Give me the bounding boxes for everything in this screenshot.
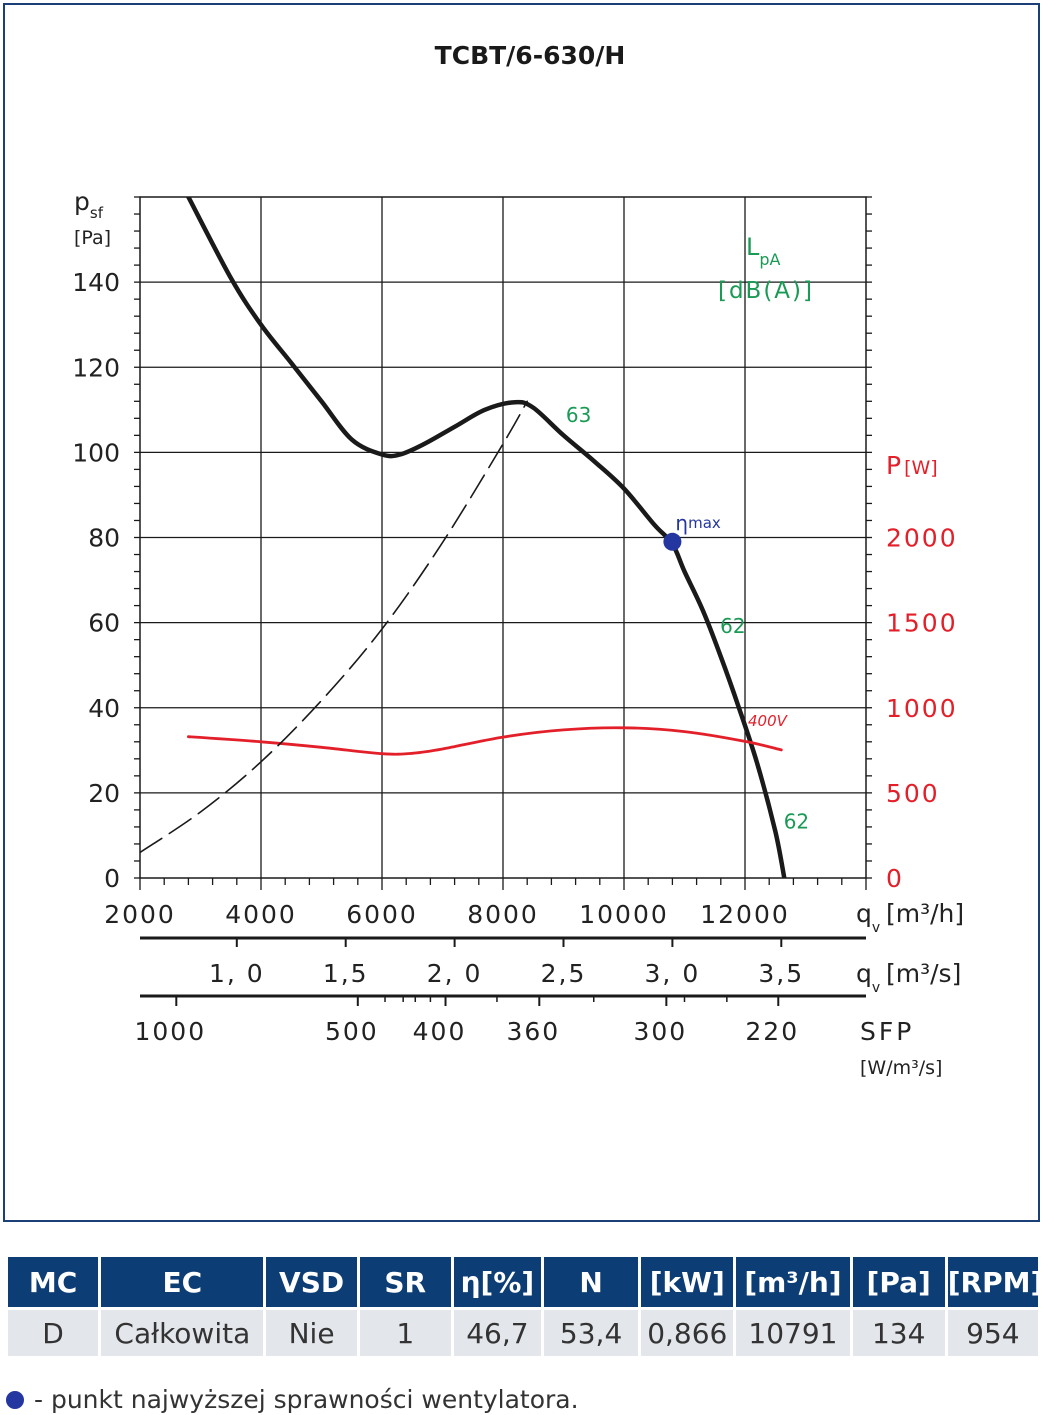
noise-value-label: 63 [566,403,591,427]
x-tick-label: 4000 [225,900,297,929]
noise-value-label: 62 [720,614,745,638]
fan-performance-chart: TCBT/6-630/H 0 20 40 60 80 100 120 140 psf [Pa] 0 5… [72,41,964,1079]
x3-tick-label: 360 [506,1017,560,1046]
cell-ec: Całkowita [101,1307,264,1356]
table-header-row: MC EC VSD SR η[%] N [kW] [m³/h] [Pa] [RP… [8,1257,1043,1307]
cell-power: 0,866 [641,1307,734,1356]
header-mc: MC [8,1257,99,1307]
x3-axis-label: SFP [860,1017,914,1046]
chart-title: TCBT/6-630/H [435,41,626,70]
power-curve [187,726,783,756]
footnote: - punkt najwyższej sprawności wentylator… [6,1385,579,1414]
y-right-axis-label: P [W] [886,451,938,480]
noise-axis-label: LpA [746,233,781,269]
x-tick-label: 8000 [467,900,539,929]
header-rpm: [RPM] [947,1257,1043,1307]
header-power: [kW] [641,1257,734,1307]
y-right-tick-label: 1500 [886,609,958,638]
x3-tick-label: 220 [745,1017,799,1046]
y-axis-label: psf [74,187,104,222]
x-tick-label: 12000 [700,900,790,929]
x-axis-unit: [m³/h] [886,899,964,928]
power-curve-label: 400V [748,712,789,730]
spec-table: MC EC VSD SR η[%] N [kW] [m³/h] [Pa] [RP… [5,1257,1043,1356]
y-right-tick-label: 2000 [886,524,958,553]
x3-tick-label: 300 [633,1017,687,1046]
header-pressure: [Pa] [852,1257,945,1307]
x2-tick-label: 3, 0 [645,959,701,988]
x-tick-label: 6000 [346,900,418,929]
cell-rpm: 954 [947,1307,1038,1356]
cell-vsd: Nie [266,1307,357,1356]
cell-airflow: 10791 [736,1307,850,1356]
x2-tick-label: 3,5 [758,959,804,988]
x-tick-label: 10000 [579,900,669,929]
footnote-text: - punkt najwyższej sprawności wentylator… [34,1385,579,1414]
x-tick-label: 2000 [104,900,176,929]
y-right-tick-label: 500 [886,779,940,808]
cell-efficiency: 46,7 [453,1307,541,1356]
header-vsd: VSD [266,1257,357,1307]
cell-mc: D [8,1307,99,1356]
y-tick-label: 80 [88,524,120,553]
x3-tick-label: 400 [413,1017,467,1046]
y-tick-label: 120 [72,353,120,382]
eta-max-point [663,532,682,551]
x2-tick-label: 2, 0 [427,959,483,988]
x3-axis-unit: [W/m³/s] [860,1057,942,1079]
y-tick-label: 100 [72,438,120,467]
x3-tick-label: 500 [325,1017,379,1046]
noise-value-label: 62 [784,810,809,834]
eta-max-legend-dot-icon [6,1391,24,1409]
header-ec: EC [101,1257,264,1307]
cell-sr: 1 [359,1307,451,1356]
x2-axis-label: qv [856,959,880,996]
header-airflow: [m³/h] [736,1257,850,1307]
x-axis-label: qv [856,899,880,936]
axes [134,196,872,1006]
x2-tick-label: 1,5 [323,959,369,988]
x3-tick-label: 1000 [134,1017,206,1046]
y-tick-label: 40 [88,694,120,723]
header-sr: SR [359,1257,451,1307]
chart-frame [3,3,1040,1222]
eta-max-label: ηmax [675,511,720,535]
labels: 0 20 40 60 80 100 120 140 psf [Pa] 0 500 1000 1500 200… [72,187,964,1079]
x2-tick-label: 1, 0 [209,959,265,988]
table-row: D Całkowita Nie 1 46,7 53,4 0,866 10791 … [8,1307,1038,1356]
noise-axis-unit: [dB(A)] [718,278,814,304]
curves [140,197,787,878]
y-axis-unit: [Pa] [74,227,111,249]
header-efficiency: η[%] [453,1257,541,1307]
x2-tick-label: 2,5 [541,959,587,988]
pressure-curve [186,197,787,878]
y-tick-label: 140 [72,268,120,297]
x2-axis-unit: [m³/s] [886,959,961,988]
y-tick-label: 60 [88,609,120,638]
y-right-tick-label: 1000 [886,694,958,723]
cell-n: 53,4 [544,1307,639,1356]
cell-pressure: 134 [852,1307,945,1356]
header-n: N [544,1257,639,1307]
y-right-tick-label: 0 [886,864,904,893]
system-curve [140,400,528,854]
y-tick-label: 20 [88,779,120,808]
y-tick-label: 0 [104,864,120,893]
